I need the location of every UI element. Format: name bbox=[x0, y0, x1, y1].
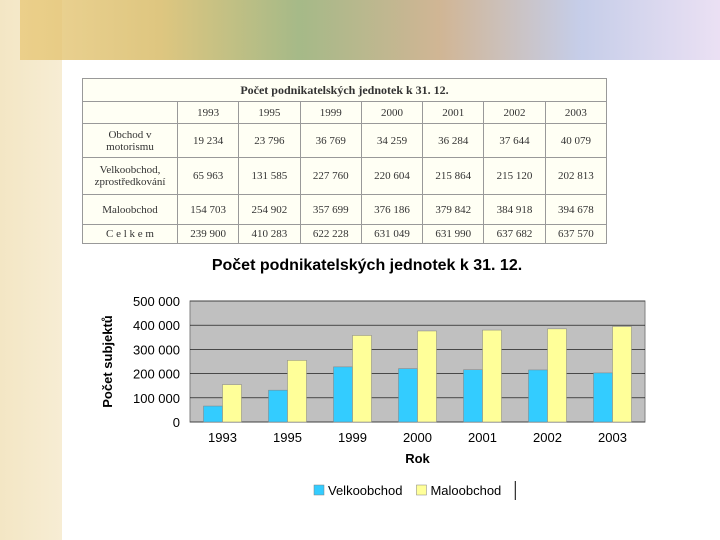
chart-title: Počet podnikatelských jednotek k 31. 12. bbox=[212, 257, 522, 274]
y-tick-label: 200 000 bbox=[133, 367, 180, 382]
cell: 637 570 bbox=[544, 224, 608, 244]
cell: 37 644 bbox=[483, 123, 546, 158]
cell: 36 769 bbox=[299, 123, 362, 158]
row-label: Maloobchod bbox=[82, 194, 178, 225]
x-tick-label: 2003 bbox=[598, 430, 627, 445]
cell: 379 842 bbox=[422, 194, 485, 225]
cell: 131 585 bbox=[238, 157, 301, 195]
table-row: Obchod v motorismu 19 234 23 796 36 769 34 2… bbox=[82, 123, 608, 158]
x-axis-label: Rok bbox=[405, 451, 430, 466]
bar bbox=[547, 328, 567, 423]
chart: Počet podnikatelských jednotek k 31. 12.… bbox=[82, 252, 660, 505]
table-row: C e l k e m 239 900 410 283 622 228 631 049 6… bbox=[82, 224, 608, 244]
bar bbox=[398, 368, 418, 423]
bar bbox=[593, 372, 613, 423]
column-header: 1999 bbox=[299, 101, 362, 124]
data-table: Počet podnikatelských jednotek k 31. 12.… bbox=[82, 78, 608, 244]
legend-swatch bbox=[313, 484, 325, 496]
row-label: Obchod v motorismu bbox=[82, 123, 178, 158]
row-label: C e l k e m bbox=[82, 224, 178, 244]
cell: 254 902 bbox=[238, 194, 301, 225]
x-tick-label: 2000 bbox=[403, 430, 432, 445]
row-label: Velkoobchod, zprostředkování bbox=[82, 157, 178, 195]
cell: 410 283 bbox=[238, 224, 301, 244]
decor-strip bbox=[0, 0, 62, 540]
decor-banner bbox=[20, 0, 720, 60]
column-header: 2001 bbox=[422, 101, 485, 124]
cell: 631 990 bbox=[422, 224, 485, 244]
cell: 154 703 bbox=[176, 194, 240, 225]
cell: 19 234 bbox=[176, 123, 240, 158]
cell: 227 760 bbox=[299, 157, 362, 195]
y-tick-label: 500 000 bbox=[133, 294, 180, 309]
bar bbox=[333, 366, 353, 423]
y-tick-label: 400 000 bbox=[133, 318, 180, 333]
bar bbox=[612, 326, 632, 423]
corner bbox=[82, 101, 178, 124]
bar bbox=[222, 384, 242, 423]
legend-label: Velkoobchod bbox=[328, 483, 402, 498]
column-header: 1993 bbox=[176, 101, 240, 124]
cell: 631 049 bbox=[360, 224, 424, 244]
x-tick-label: 1999 bbox=[338, 430, 367, 445]
cell: 220 604 bbox=[360, 157, 424, 195]
x-tick-label: 2002 bbox=[533, 430, 562, 445]
x-tick-label: 1995 bbox=[273, 430, 302, 445]
bar bbox=[482, 329, 502, 423]
cell: 357 699 bbox=[299, 194, 362, 225]
cell: 34 259 bbox=[360, 123, 424, 158]
x-tick-label: 2001 bbox=[468, 430, 497, 445]
table-row: Velkoobchod, zprostředkování 65 963 131 58… bbox=[82, 157, 608, 195]
column-header: 2000 bbox=[360, 101, 424, 124]
column-header: 1995 bbox=[238, 101, 301, 124]
y-tick-label: 0 bbox=[173, 415, 180, 430]
cell: 384 918 bbox=[483, 194, 546, 225]
cell: 65 963 bbox=[176, 157, 240, 195]
bar bbox=[203, 405, 223, 423]
bar bbox=[417, 330, 437, 423]
y-tick-label: 100 000 bbox=[133, 391, 180, 406]
column-header: 2002 bbox=[483, 101, 546, 124]
cell: 239 900 bbox=[176, 224, 240, 244]
cell: 215 120 bbox=[483, 157, 546, 195]
cell: 622 228 bbox=[299, 224, 362, 244]
x-tick-label: 1993 bbox=[208, 430, 237, 445]
cell: 376 186 bbox=[360, 194, 424, 225]
cell: 394 678 bbox=[544, 194, 608, 225]
table-row: Maloobchod 154 703 254 902 357 699 376 186 37… bbox=[82, 194, 608, 225]
cell: 36 284 bbox=[422, 123, 485, 158]
cell: 23 796 bbox=[238, 123, 301, 158]
bar bbox=[463, 369, 483, 423]
table-title: Počet podnikatelských jednotek k 31. 12. bbox=[82, 78, 607, 101]
legend-label: Maloobchod bbox=[430, 483, 501, 498]
cell: 202 813 bbox=[544, 157, 608, 195]
cell: 215 864 bbox=[422, 157, 485, 195]
column-header: 2003 bbox=[544, 101, 608, 124]
cell: 637 682 bbox=[483, 224, 546, 244]
bar bbox=[268, 389, 288, 423]
bar bbox=[287, 360, 307, 423]
bar bbox=[352, 335, 372, 423]
y-tick-label: 300 000 bbox=[133, 342, 180, 357]
legend-swatch bbox=[416, 484, 427, 496]
y-axis-label: Počet subjektů bbox=[100, 315, 115, 408]
cell: 40 079 bbox=[544, 123, 608, 158]
bar bbox=[528, 369, 548, 423]
